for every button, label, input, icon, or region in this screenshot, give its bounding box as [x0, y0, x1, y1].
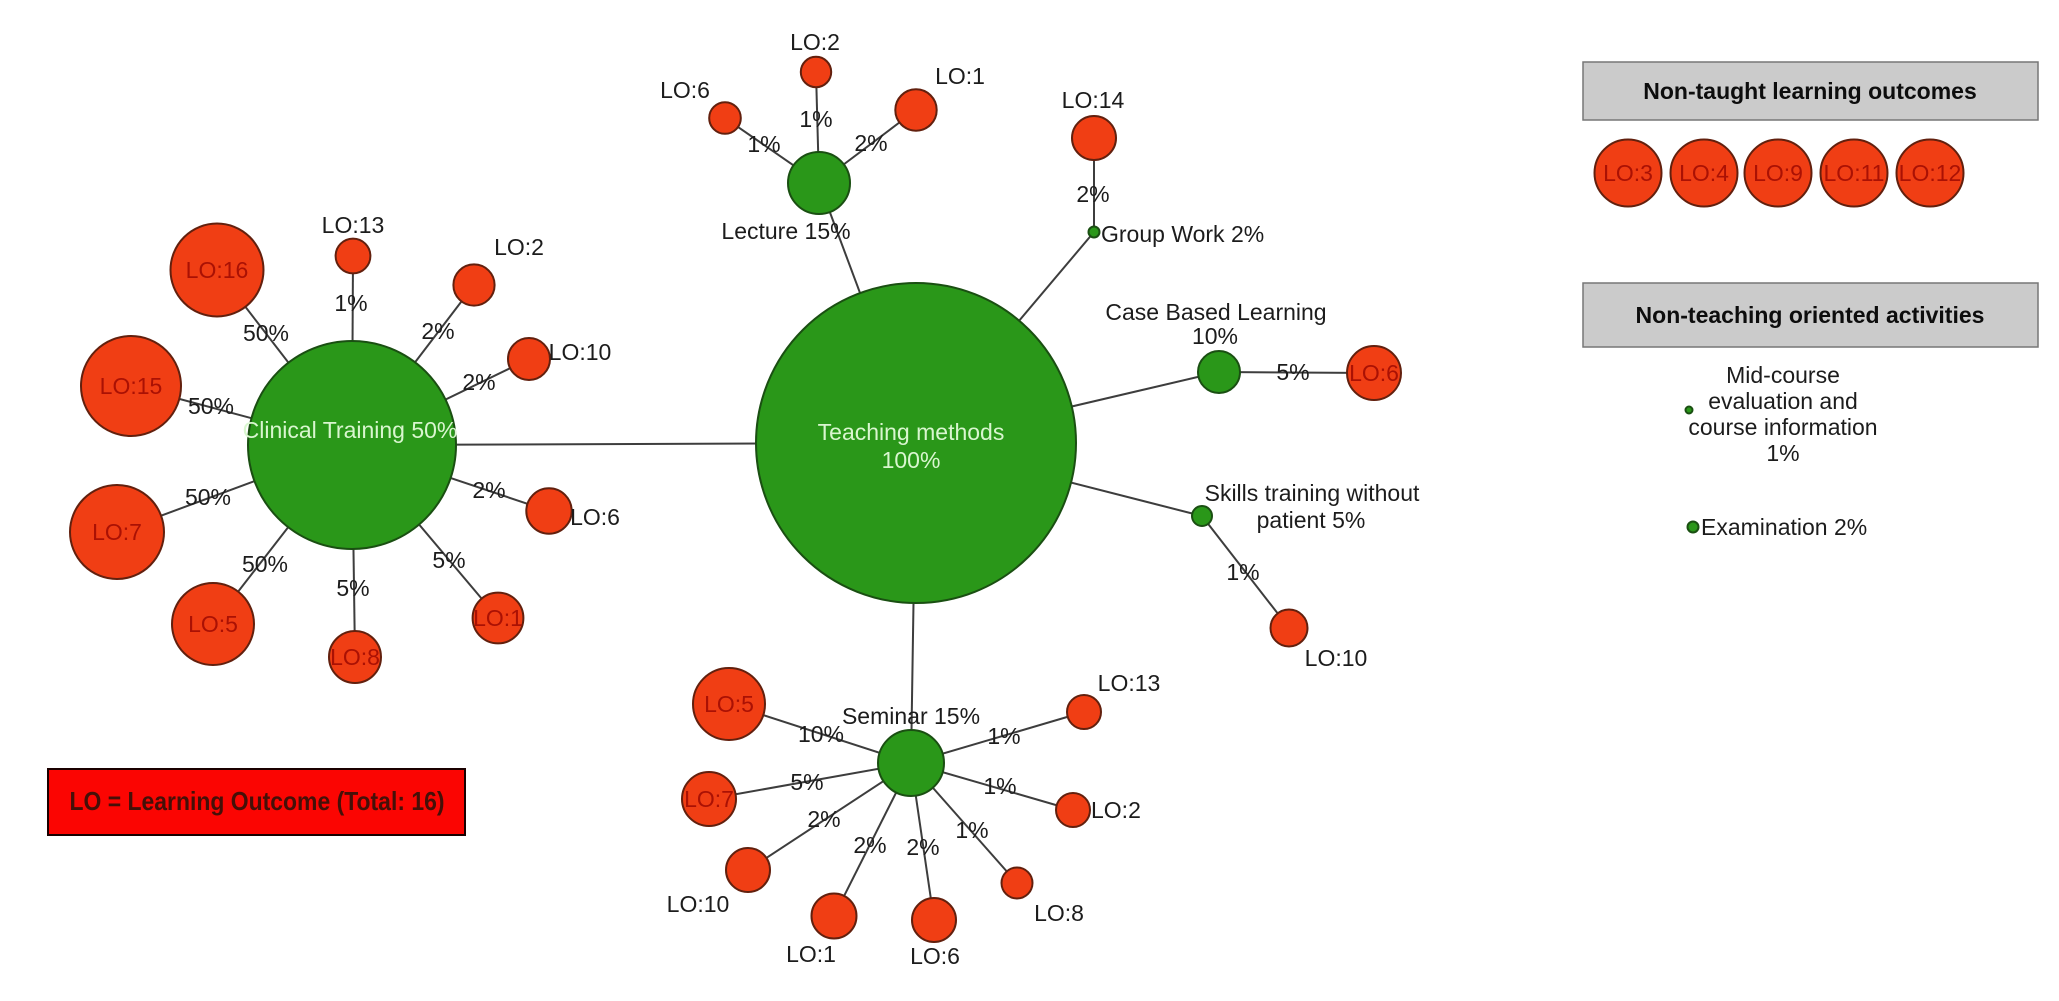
svg-text:LO:10: LO:10 — [667, 891, 730, 917]
svg-text:LO:10: LO:10 — [1305, 645, 1368, 671]
svg-text:Clinical Training 50%: Clinical Training 50% — [243, 417, 458, 443]
svg-text:2%: 2% — [854, 130, 887, 156]
svg-text:LO:7: LO:7 — [92, 519, 142, 545]
svg-text:50%: 50% — [185, 484, 231, 510]
svg-text:1%: 1% — [987, 723, 1020, 749]
svg-text:10%: 10% — [798, 721, 844, 747]
svg-text:LO:3: LO:3 — [1603, 160, 1653, 186]
svg-text:LO:8: LO:8 — [1034, 900, 1084, 926]
svg-text:50%: 50% — [243, 320, 289, 346]
svg-text:1%: 1% — [799, 106, 832, 132]
svg-text:LO:5: LO:5 — [704, 691, 754, 717]
svg-text:2%: 2% — [421, 318, 454, 344]
svg-text:LO:2: LO:2 — [494, 234, 544, 260]
svg-text:LO:4: LO:4 — [1679, 160, 1729, 186]
svg-text:course information: course information — [1688, 414, 1877, 440]
svg-text:LO:12: LO:12 — [1899, 160, 1962, 186]
svg-text:patient 5%: patient 5% — [1257, 507, 1366, 533]
svg-text:Group Work 2%: Group Work 2% — [1101, 221, 1264, 247]
svg-text:1%: 1% — [747, 131, 780, 157]
svg-text:1%: 1% — [983, 773, 1016, 799]
svg-text:LO:5: LO:5 — [188, 611, 238, 637]
svg-text:Non-teaching oriented activiti: Non-teaching oriented activities — [1636, 302, 1985, 328]
svg-text:Non-taught learning outcomes: Non-taught learning outcomes — [1643, 78, 1977, 104]
svg-text:LO:1: LO:1 — [786, 941, 836, 967]
svg-text:Examination 2%: Examination 2% — [1701, 514, 1867, 540]
svg-text:LO:11: LO:11 — [1824, 160, 1885, 186]
svg-text:LO:10: LO:10 — [549, 339, 612, 365]
svg-text:evaluation and: evaluation and — [1708, 388, 1858, 414]
svg-text:2%: 2% — [807, 806, 840, 832]
svg-text:2%: 2% — [472, 477, 505, 503]
svg-text:1%: 1% — [1766, 440, 1799, 466]
svg-text:LO:1: LO:1 — [473, 605, 523, 631]
svg-text:LO:8: LO:8 — [330, 644, 380, 670]
svg-text:Case Based Learning: Case Based Learning — [1105, 299, 1326, 325]
svg-text:LO:2: LO:2 — [1091, 797, 1141, 823]
svg-text:5%: 5% — [336, 575, 369, 601]
svg-text:1%: 1% — [1226, 559, 1259, 585]
svg-text:1%: 1% — [334, 290, 367, 316]
svg-text:50%: 50% — [242, 551, 288, 577]
svg-text:2%: 2% — [462, 369, 495, 395]
svg-text:LO:13: LO:13 — [322, 212, 385, 238]
svg-text:LO:14: LO:14 — [1062, 87, 1125, 113]
svg-text:Mid-course: Mid-course — [1726, 362, 1840, 388]
svg-text:LO:7: LO:7 — [684, 786, 734, 812]
svg-text:5%: 5% — [1276, 359, 1309, 385]
svg-text:LO:15: LO:15 — [100, 373, 163, 399]
svg-text:LO:6: LO:6 — [570, 504, 620, 530]
svg-text:Seminar 15%: Seminar 15% — [842, 703, 980, 729]
svg-text:LO:16: LO:16 — [186, 257, 249, 283]
svg-text:LO:9: LO:9 — [1753, 160, 1803, 186]
svg-text:LO:2: LO:2 — [790, 29, 840, 55]
svg-text:Teaching methods: Teaching methods — [818, 419, 1005, 445]
svg-text:Lecture 15%: Lecture 15% — [721, 218, 850, 244]
svg-text:2%: 2% — [1076, 181, 1109, 207]
svg-text:LO:6: LO:6 — [660, 77, 710, 103]
svg-text:LO:6: LO:6 — [910, 943, 960, 969]
svg-text:5%: 5% — [432, 547, 465, 573]
svg-text:100%: 100% — [882, 447, 941, 473]
svg-text:LO:1: LO:1 — [935, 63, 985, 89]
svg-text:2%: 2% — [853, 832, 886, 858]
svg-text:50%: 50% — [188, 393, 234, 419]
svg-text:2%: 2% — [906, 834, 939, 860]
svg-text:LO:13: LO:13 — [1098, 670, 1161, 696]
svg-text:5%: 5% — [790, 769, 823, 795]
svg-text:Skills training without: Skills training without — [1205, 480, 1420, 506]
svg-text:1%: 1% — [955, 817, 988, 843]
svg-text:LO = Learning Outcome (Total:: LO = Learning Outcome (Total: 16) — [70, 786, 445, 816]
svg-text:10%: 10% — [1192, 323, 1238, 349]
svg-text:LO:6: LO:6 — [1349, 360, 1399, 386]
